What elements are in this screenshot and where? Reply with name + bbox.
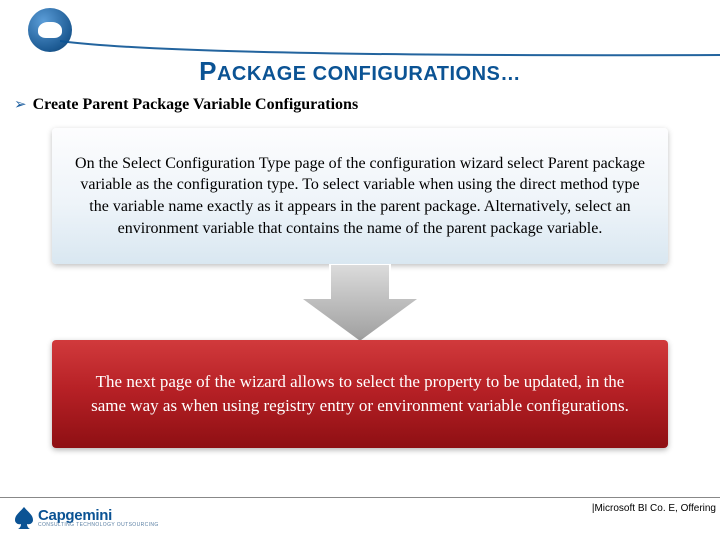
chevron-right-icon: ➢	[14, 98, 27, 113]
cloud-icon	[38, 22, 62, 38]
brand-name: Capgemini	[38, 508, 159, 523]
title-rest: ACKAGE CONFIGURATIONS…	[217, 63, 521, 85]
title-initial: P	[199, 56, 217, 86]
info-box-bottom-text: The next page of the wizard allows to se…	[80, 370, 640, 418]
brand-tagline: CONSULTING TECHNOLOGY OUTSOURCING	[38, 523, 159, 528]
info-box-top: On the Select Configuration Type page of…	[52, 128, 668, 264]
bullet-text: Create Parent Package Variable Configura…	[33, 96, 359, 114]
bullet-item: ➢ Create Parent Package Variable Configu…	[14, 96, 358, 114]
footer-brand-logo: Capgemini CONSULTING TECHNOLOGY OUTSOURC…	[14, 506, 159, 530]
footer-credit: |Microsoft BI Co. E, Offering	[592, 503, 716, 514]
spade-icon	[14, 506, 34, 530]
footer-brand-text: Capgemini CONSULTING TECHNOLOGY OUTSOURC…	[38, 508, 159, 528]
info-box-top-text: On the Select Configuration Type page of…	[74, 153, 646, 239]
down-arrow-icon	[300, 264, 420, 342]
info-box-bottom: The next page of the wizard allows to se…	[52, 340, 668, 448]
page-title: PACKAGE CONFIGURATIONS…	[0, 56, 720, 87]
footer-divider	[0, 497, 720, 498]
